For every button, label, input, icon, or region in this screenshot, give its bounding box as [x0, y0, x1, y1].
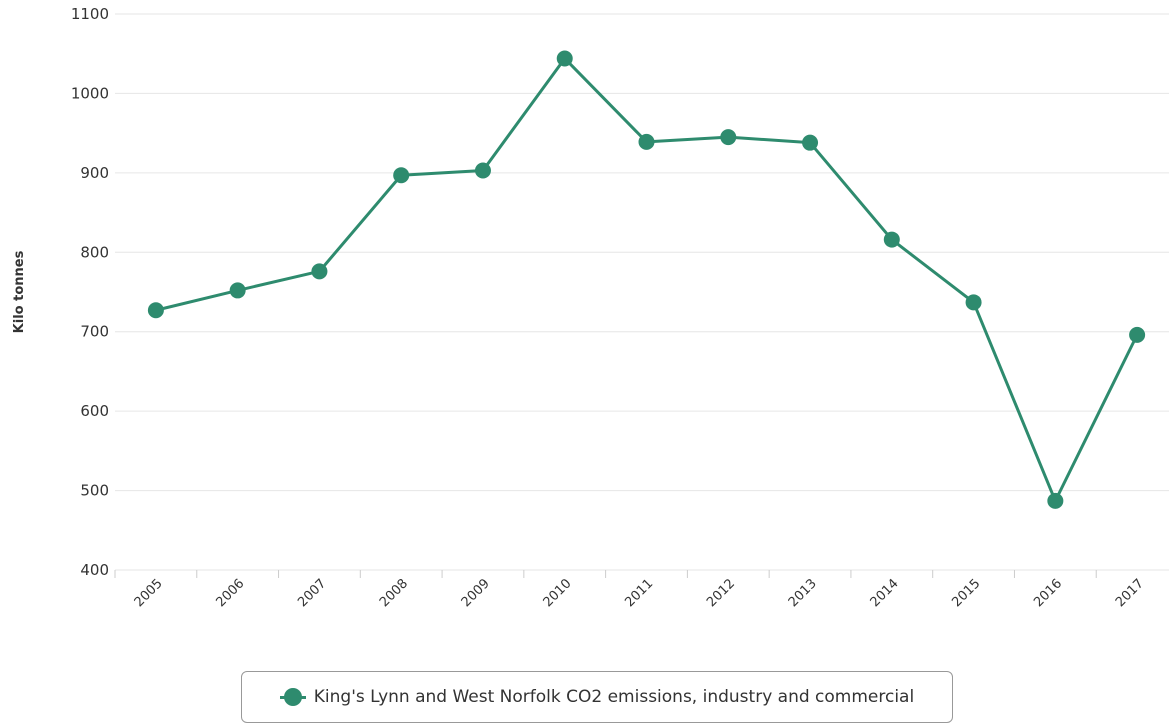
x-tick-label: 2014	[868, 576, 902, 610]
legend[interactable]: King's Lynn and West Norfolk CO2 emissio…	[241, 671, 953, 723]
data-point-2015[interactable]	[965, 294, 982, 311]
data-point-2010[interactable]	[556, 50, 573, 67]
y-tick-label: 400	[80, 561, 109, 579]
data-point-2014[interactable]	[883, 231, 900, 248]
data-point-2007[interactable]	[311, 263, 328, 280]
data-point-2006[interactable]	[229, 282, 246, 299]
data-point-2016[interactable]	[1047, 492, 1064, 509]
series-line	[155, 56, 1139, 503]
legend-series-label: King's Lynn and West Norfolk CO2 emissio…	[313, 687, 915, 707]
x-tick-label: 2009	[459, 576, 493, 610]
legend-series-marker	[279, 688, 306, 706]
x-tick-label: 2016	[1031, 576, 1065, 610]
data-point-2017[interactable]	[1129, 326, 1146, 343]
data-point-2008[interactable]	[393, 167, 410, 184]
x-tick-label: 2011	[622, 576, 656, 610]
x-axis-ticks: 2005 2006 2007 2008 2009 2010 2011 2012 2013 2014…	[114, 570, 1147, 610]
y-tick-label: 1100	[71, 5, 109, 23]
x-tick-label: 2017	[1113, 576, 1147, 610]
x-tick-label: 2010	[541, 576, 575, 610]
x-tick-label: 2007	[295, 576, 329, 610]
data-point-2005[interactable]	[147, 302, 164, 319]
y-axis-ticks: 400 500 600 700 800 900 1000 1100	[71, 5, 109, 579]
series	[147, 50, 1146, 509]
x-tick-label: 2013	[786, 576, 820, 610]
y-tick-label: 800	[80, 243, 109, 261]
y-axis-label: Kilo tonnes	[12, 250, 27, 333]
y-tick-label: 1000	[71, 84, 109, 102]
data-point-2013[interactable]	[802, 134, 819, 151]
data-point-2012[interactable]	[720, 129, 737, 146]
grid-lines	[115, 13, 1169, 571]
x-tick-label: 2008	[377, 576, 411, 610]
y-tick-label: 600	[80, 402, 109, 420]
y-tick-label: 500	[80, 482, 109, 500]
x-tick-label: 2005	[132, 576, 166, 610]
data-point-2009[interactable]	[474, 162, 491, 179]
data-point-2011[interactable]	[638, 133, 655, 150]
x-tick-label: 2006	[213, 576, 247, 610]
x-tick-label: 2012	[704, 576, 738, 610]
y-tick-label: 900	[80, 164, 109, 182]
x-tick-label: 2015	[949, 576, 983, 610]
y-tick-label: 700	[80, 323, 109, 341]
